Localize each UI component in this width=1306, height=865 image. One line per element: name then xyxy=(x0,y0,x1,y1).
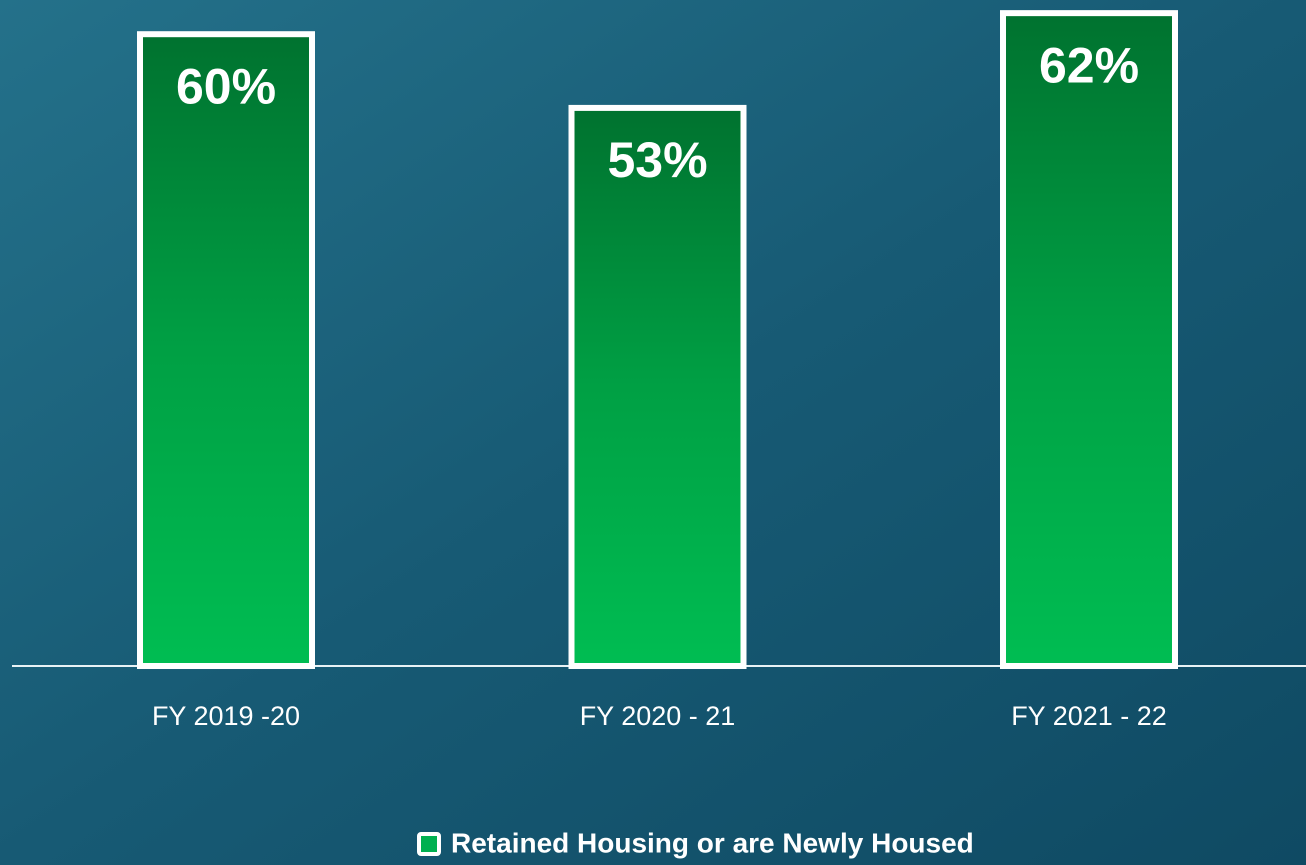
chart: 60% 53% 62% FY 2019 -20 FY 2020 - 21 FY 2021 … xyxy=(0,0,1306,865)
value-label: 62% xyxy=(1039,37,1139,93)
legend-label: Retained Housing or are Newly Housed xyxy=(451,827,974,858)
value-label: 60% xyxy=(176,58,276,114)
legend: Retained Housing or are Newly Housed xyxy=(419,827,974,858)
bar xyxy=(140,34,312,666)
x-tick-label: FY 2021 - 22 xyxy=(1011,701,1167,731)
legend-swatch xyxy=(419,834,439,854)
x-tick-label: FY 2019 -20 xyxy=(152,701,300,731)
value-label: 53% xyxy=(607,132,707,188)
bar xyxy=(572,108,744,666)
bars: 60% 53% 62% FY 2019 -20 FY 2020 - 21 FY 2021 … xyxy=(140,13,1175,731)
page: 60% 53% 62% FY 2019 -20 FY 2020 - 21 FY 2021 … xyxy=(0,0,1306,865)
bar xyxy=(1003,13,1175,666)
x-tick-label: FY 2020 - 21 xyxy=(580,701,736,731)
